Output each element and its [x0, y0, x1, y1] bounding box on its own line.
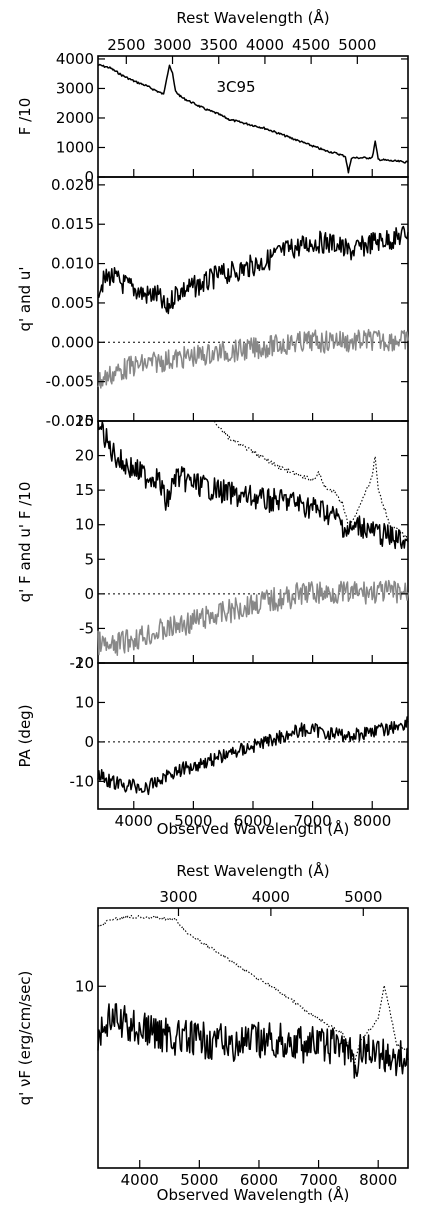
top-x-tick-label-1: 4000: [252, 888, 290, 906]
y-tick-label-p3-1: 0: [84, 733, 94, 751]
series-line-3: [213, 420, 409, 540]
series-line-2: [97, 579, 409, 656]
y-tick-label-p0-0: 0: [84, 168, 94, 186]
y-tick-label-p1-5: 0.015: [51, 215, 94, 233]
panel-frame-q-u-flux: [97, 420, 409, 664]
x-axis-title-lower-figure: Observed Wavelength (Å): [157, 1185, 350, 1204]
series-line-1: [97, 420, 409, 550]
top-x-tick-label-1: 3000: [153, 36, 191, 54]
y-tick-label-p1-4: 0.010: [51, 255, 94, 273]
series-line-2: [97, 914, 409, 1067]
x-tick-label-1: 5000: [180, 1171, 218, 1189]
x-tick-label-0: 4000: [115, 812, 153, 830]
y-tick-label-p1-3: 0.005: [51, 294, 94, 312]
y-tick-label-p2-2: 0: [84, 585, 94, 603]
top-x-tick-label-4: 4500: [292, 36, 330, 54]
x-tick-label-2: 6000: [234, 812, 272, 830]
x-tick-label-4: 8000: [359, 1171, 397, 1189]
x-tick-label-2: 6000: [240, 1171, 278, 1189]
x-tick-label-3: 7000: [299, 1171, 337, 1189]
top-x-tick-label-3: 4000: [246, 36, 284, 54]
series-line-1: [97, 63, 409, 174]
y-tick-label-p1-0: -0.010: [46, 412, 94, 430]
y-tick-label-p1-1: -0.005: [46, 373, 94, 391]
y-axis-label-q-u-flux: q' Fλ and u' Fλ /10-18: [16, 482, 34, 603]
bottom-plot-top-x-axis-title: Rest Wavelength (Å): [176, 861, 329, 880]
y-tick-label-p3-3: 20: [75, 654, 94, 672]
panel-frame-top-flux: [97, 55, 409, 178]
y-tick-label-p0-2: 2000: [56, 109, 94, 127]
top-x-tick-label-2: 5000: [344, 888, 382, 906]
y-tick-label-p2-6: 20: [75, 447, 94, 465]
series-line-1: [97, 225, 409, 315]
y-tick-label-p2-1: -5: [79, 619, 94, 637]
y-tick-label-p2-7: 25: [75, 412, 94, 430]
top-x-tick-label-0: 3000: [159, 888, 197, 906]
y-tick-label-p2-3: 5: [84, 550, 94, 568]
panel-frame-q-u-fraction: [97, 176, 409, 422]
x-tick-label-3: 7000: [294, 812, 332, 830]
object-name-annotation: 3C95: [216, 78, 255, 96]
top-x-tick-label-2: 3500: [200, 36, 238, 54]
series-line-1: [97, 716, 409, 796]
y-tick-label-log: 10−13: [75, 977, 94, 995]
y-tick-label-p3-0: -10: [70, 772, 95, 790]
y-tick-label-p0-1: 1000: [56, 138, 94, 156]
top-x-tick-label-5: 5000: [338, 36, 376, 54]
x-tick-label-0: 4000: [121, 1171, 159, 1189]
y-tick-label-p3-2: 10: [75, 693, 94, 711]
x-axis-title-upper-figure: Observed Wavelength (Å): [157, 819, 350, 838]
y-tick-label-p0-3: 3000: [56, 79, 94, 97]
series-line-1: [97, 1003, 409, 1079]
y-tick-label-p2-5: 15: [75, 481, 94, 499]
y-tick-label-p0-4: 4000: [56, 50, 94, 68]
y-axis-label-position-angle: PA (deg): [16, 704, 34, 767]
y-tick-label-p2-4: 10: [75, 516, 94, 534]
panel-frame-q-nu-f-nu: [97, 907, 409, 1169]
y-tick-label-p2-0: -10: [70, 654, 95, 672]
y-axis-label-q-nu-f-nu: q' νFν (erg/cm2/sec): [16, 971, 34, 1106]
y-tick-label-p1-2: 0.000: [51, 333, 94, 351]
y-tick-label-p1-6: 0.020: [51, 176, 94, 194]
series-line-2: [97, 328, 409, 389]
top-x-axis-title: Rest Wavelength (Å): [176, 8, 329, 27]
x-tick-label-4: 8000: [353, 812, 391, 830]
y-axis-label-top-flux: Fλ /10-18: [16, 98, 34, 136]
x-tick-label-1: 5000: [174, 812, 212, 830]
top-x-tick-label-0: 2500: [107, 36, 145, 54]
y-axis-label-q-u-fraction: q' and u': [16, 266, 34, 331]
